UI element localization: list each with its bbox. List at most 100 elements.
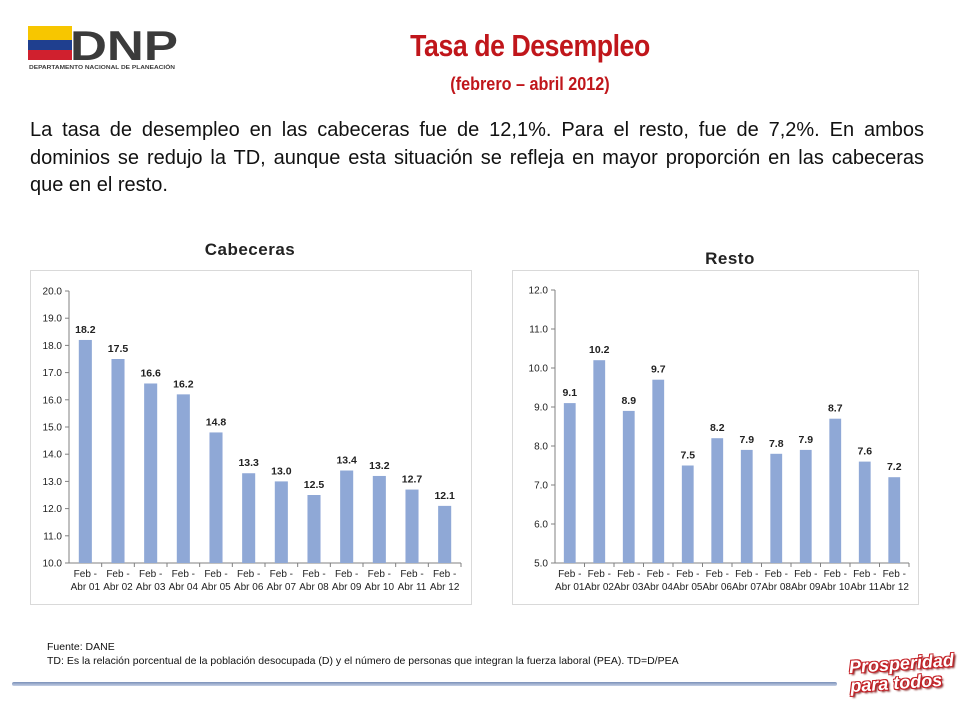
bar: [209, 432, 223, 563]
data-label: 12.7: [402, 474, 423, 486]
x-tick-label: Feb -Abr 11: [850, 569, 879, 593]
x-tick-label: Feb -Abr 06: [703, 569, 733, 593]
x-tick-label: Feb -Abr 04: [644, 569, 674, 593]
data-label: 18.2: [75, 324, 96, 336]
bar: [340, 470, 354, 563]
x-tick-label: Feb -Abr 01: [555, 569, 585, 593]
flag-blue-stripe: [28, 40, 72, 50]
data-label: 8.7: [828, 403, 843, 415]
x-tick-label: Feb -Abr 06: [234, 569, 264, 593]
x-tick-label: Feb -Abr 05: [673, 569, 703, 593]
x-tick-label: Feb -Abr 04: [169, 569, 199, 593]
data-label: 13.2: [369, 460, 390, 472]
y-tick-label: 10.0: [529, 364, 549, 375]
data-label: 7.2: [887, 461, 902, 473]
data-label: 7.9: [798, 434, 813, 446]
x-tick-label: Feb -Abr 05: [201, 569, 231, 593]
data-label: 8.2: [710, 422, 725, 434]
bar: [144, 383, 158, 563]
bar: [111, 359, 125, 563]
page-title: Tasa de Desempleo: [410, 28, 650, 63]
y-tick-label: 12.0: [43, 504, 63, 515]
y-tick-label: 15.0: [43, 423, 63, 434]
bar: [622, 410, 635, 563]
x-tick-label: Feb -Abr 11: [398, 569, 427, 593]
x-tick-label: Feb -Abr 03: [136, 569, 166, 593]
y-tick-label: 11.0: [529, 325, 548, 336]
data-label: 13.4: [336, 455, 357, 467]
x-tick-label: Feb -Abr 10: [821, 569, 851, 593]
x-tick-label: Feb -Abr 09: [332, 569, 362, 593]
bar: [799, 449, 812, 563]
x-tick-label: Feb -Abr 08: [299, 569, 329, 593]
y-tick-label: 14.0: [43, 450, 63, 461]
y-tick-label: 9.0: [534, 403, 548, 414]
footnote: Fuente: DANE TD: Es la relación porcentu…: [47, 640, 679, 668]
data-label: 10.2: [589, 344, 610, 356]
bar: [740, 449, 753, 563]
data-label: 14.8: [206, 416, 227, 428]
x-tick-label: Feb -Abr 02: [103, 569, 133, 593]
bar: [563, 403, 576, 563]
y-tick-label: 20.0: [43, 287, 63, 298]
y-tick-label: 19.0: [43, 314, 63, 325]
y-tick-label: 16.0: [43, 395, 63, 406]
x-tick-label: Feb -Abr 01: [71, 569, 101, 593]
y-tick-label: 10.0: [43, 559, 63, 570]
x-tick-label: Feb -Abr 10: [365, 569, 395, 593]
y-tick-label: 18.0: [43, 341, 63, 352]
logo-text: DNP: [70, 22, 178, 69]
y-tick-label: 7.0: [534, 481, 548, 492]
chart-cabeceras-svg: 10.0 11.0 12.0 13.0 14.0 15.0 16.0 17.0 18.0 19.0…: [43, 287, 462, 593]
data-label: 7.9: [739, 434, 754, 446]
bar: [274, 481, 288, 563]
bar: [858, 461, 871, 563]
data-label: 12.1: [434, 490, 455, 502]
dnp-logo: DNP DEPARTAMENTO NACIONAL DE PLANEACIÓN: [28, 22, 178, 71]
bar: [652, 379, 665, 563]
bar: [888, 477, 901, 563]
x-tick-label: Feb -Abr 09: [791, 569, 821, 593]
x-tick-label: Feb -Abr 07: [267, 569, 297, 593]
y-tick-label: 13.0: [43, 477, 63, 488]
data-label: 16.2: [173, 378, 194, 390]
bar: [681, 465, 694, 563]
y-tick-label: 11.0: [43, 531, 62, 542]
data-label: 7.5: [680, 450, 695, 462]
x-tick-label: Feb -Abr 12: [880, 569, 910, 593]
data-label: 9.1: [562, 387, 577, 399]
bar: [770, 453, 783, 563]
bar: [829, 418, 842, 563]
bar: [372, 475, 386, 563]
data-label: 7.6: [857, 446, 872, 458]
data-label: 17.5: [108, 343, 129, 355]
bar: [711, 438, 724, 563]
prosperidad-badge: Prosperidad para todos: [848, 650, 954, 708]
data-label: 16.6: [140, 367, 161, 379]
x-tick-label: Feb -Abr 02: [585, 569, 615, 593]
source-note: Fuente: DANE: [47, 641, 115, 653]
bar: [78, 339, 92, 563]
bar: [242, 473, 256, 563]
flag-red-stripe: [28, 50, 72, 60]
badge-line-2: para todos: [849, 669, 943, 697]
bar: [405, 489, 419, 563]
definition-note: TD: Es la relación porcentual de la pobl…: [47, 655, 679, 667]
y-tick-label: 17.0: [43, 368, 63, 379]
chart-resto-svg: 5.0 6.0 7.0 8.0 9.0 10.0 11.0 12.0 9.1 Feb -Abr 0…: [529, 286, 910, 593]
x-tick-label: Feb -Abr 07: [732, 569, 762, 593]
chart-resto: 5.0 6.0 7.0 8.0 9.0 10.0 11.0 12.0 9.1 Feb -Abr 0…: [512, 270, 919, 605]
data-label: 8.9: [621, 395, 636, 407]
summary-paragraph: La tasa de desempleo en las cabeceras fu…: [30, 119, 924, 196]
footer-rule: [12, 682, 837, 686]
page-subtitle: (febrero – abril 2012): [450, 74, 610, 94]
bar: [176, 394, 190, 563]
data-label: 7.8: [769, 438, 784, 450]
y-tick-label: 6.0: [534, 520, 548, 531]
x-tick-label: Feb -Abr 03: [614, 569, 644, 593]
x-tick-label: Feb -Abr 12: [430, 569, 460, 593]
data-label: 9.7: [651, 364, 666, 376]
data-label: 13.3: [238, 457, 259, 469]
bar: [307, 495, 321, 563]
bar: [438, 505, 452, 563]
